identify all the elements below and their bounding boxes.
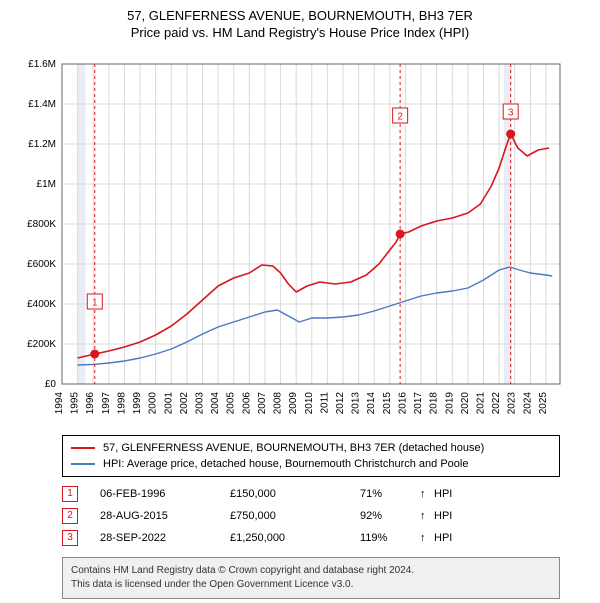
x-tick-label: 2004 <box>210 392 221 415</box>
sale-marker-dot <box>506 130 515 139</box>
marker-pct: 71% <box>360 483 420 505</box>
marker-price: £1,250,000 <box>230 527 360 549</box>
y-tick-label: £400K <box>27 299 56 310</box>
x-tick-label: 2015 <box>382 392 393 415</box>
x-tick-label: 2010 <box>304 392 315 415</box>
marker-number-box: 2 <box>62 508 78 524</box>
x-tick-label: 2024 <box>522 392 533 415</box>
marker-number-box: 3 <box>62 530 78 546</box>
legend-row-price-paid: 57, GLENFERNESS AVENUE, BOURNEMOUTH, BH3… <box>71 440 551 456</box>
legend: 57, GLENFERNESS AVENUE, BOURNEMOUTH, BH3… <box>62 435 560 477</box>
legend-row-hpi: HPI: Average price, detached house, Bour… <box>71 456 551 472</box>
x-tick-label: 2013 <box>351 392 362 415</box>
up-arrow-icon: ↑ <box>420 527 434 549</box>
x-tick-label: 2020 <box>460 392 471 415</box>
sale-marker-number: 1 <box>92 297 98 308</box>
x-tick-label: 2006 <box>241 392 252 415</box>
chart-svg: £0 £200K £400K £600K £800K £1M £1.2M £1.4M £1.6M… <box>6 50 600 420</box>
x-tick-label: 2023 <box>507 392 518 415</box>
title-subtitle: Price paid vs. HM Land Registry's House … <box>6 25 594 40</box>
marker-price: £150,000 <box>230 483 360 505</box>
x-tick-label: 2007 <box>257 392 268 415</box>
marker-hpi-label: HPI <box>434 527 452 549</box>
y-tick-label: £800K <box>27 219 56 230</box>
x-tick-label: 1994 <box>54 392 65 415</box>
marker-number-box: 1 <box>62 486 78 502</box>
x-tick-label: 2019 <box>444 392 455 415</box>
chart-container: 57, GLENFERNESS AVENUE, BOURNEMOUTH, BH3… <box>0 0 600 603</box>
marker-pct: 92% <box>360 505 420 527</box>
sale-marker-dot <box>396 230 405 239</box>
x-tick-label: 2021 <box>476 392 487 415</box>
y-tick-label: £1M <box>37 179 56 190</box>
x-tick-label: 2008 <box>273 392 284 415</box>
legend-swatch-price-paid <box>71 447 95 449</box>
y-tick-label: £600K <box>27 259 56 270</box>
series-hpi <box>78 267 553 365</box>
title-address: 57, GLENFERNESS AVENUE, BOURNEMOUTH, BH3… <box>6 8 594 23</box>
x-tick-label: 1995 <box>70 392 81 415</box>
x-tick-label: 2009 <box>288 392 299 415</box>
marker-date: 28-AUG-2015 <box>100 505 230 527</box>
up-arrow-icon: ↑ <box>420 505 434 527</box>
x-tick-label: 1997 <box>101 392 112 415</box>
x-tick-label: 2011 <box>319 392 330 414</box>
marker-row: 2 28-AUG-2015£750,00092%↑HPI <box>62 505 560 527</box>
legend-swatch-hpi <box>71 463 95 465</box>
y-tick-label: £1.6M <box>28 59 56 70</box>
x-tick-label: 2016 <box>397 392 408 415</box>
sale-markers-table: 106-FEB-1996£150,00071%↑HPI228-AUG-2015£… <box>62 483 560 549</box>
marker-row: 3 28-SEP-2022£1,250,000119%↑HPI <box>62 527 560 549</box>
x-tick-label: 2018 <box>429 392 440 415</box>
legend-label-hpi: HPI: Average price, detached house, Bour… <box>103 456 468 472</box>
up-arrow-icon: ↑ <box>420 483 434 505</box>
x-tick-label: 2022 <box>491 392 502 415</box>
marker-row: 1 06-FEB-1996£150,00071%↑HPI <box>62 483 560 505</box>
marker-price: £750,000 <box>230 505 360 527</box>
marker-date: 28-SEP-2022 <box>100 527 230 549</box>
y-tick-label: £1.2M <box>28 139 56 150</box>
x-tick-label: 2012 <box>335 392 346 415</box>
x-tick-label: 2017 <box>413 392 424 415</box>
marker-date: 06-FEB-1996 <box>100 483 230 505</box>
y-tick-label: £200K <box>27 339 56 350</box>
y-tick-label: £1.4M <box>28 99 56 110</box>
x-tick-label: 1996 <box>85 392 96 415</box>
marker-hpi-label: HPI <box>434 505 452 527</box>
legend-label-price-paid: 57, GLENFERNESS AVENUE, BOURNEMOUTH, BH3… <box>103 440 484 456</box>
x-tick-label: 2002 <box>179 392 190 415</box>
sale-marker-dot <box>90 350 99 359</box>
y-tick-label: £0 <box>45 379 57 390</box>
sale-marker-number: 3 <box>508 107 514 118</box>
x-tick-label: 1998 <box>116 392 127 415</box>
x-tick-label: 1999 <box>132 392 143 415</box>
attribution-footer: Contains HM Land Registry data © Crown c… <box>62 557 560 599</box>
marker-pct: 119% <box>360 527 420 549</box>
x-tick-label: 2014 <box>366 392 377 415</box>
marker-hpi-label: HPI <box>434 483 452 505</box>
x-tick-label: 2005 <box>226 392 237 415</box>
x-tick-label: 2025 <box>538 392 549 415</box>
series-price_paid <box>78 134 549 358</box>
chart: £0 £200K £400K £600K £800K £1M £1.2M £1.4M £1.6M… <box>6 50 594 425</box>
x-tick-label: 2003 <box>195 392 206 415</box>
title-block: 57, GLENFERNESS AVENUE, BOURNEMOUTH, BH3… <box>6 8 594 40</box>
x-tick-label: 2001 <box>163 392 174 415</box>
footer-line-1: Contains HM Land Registry data © Crown c… <box>71 564 551 578</box>
x-tick-label: 2000 <box>148 392 159 415</box>
sale-marker-number: 2 <box>397 111 403 122</box>
